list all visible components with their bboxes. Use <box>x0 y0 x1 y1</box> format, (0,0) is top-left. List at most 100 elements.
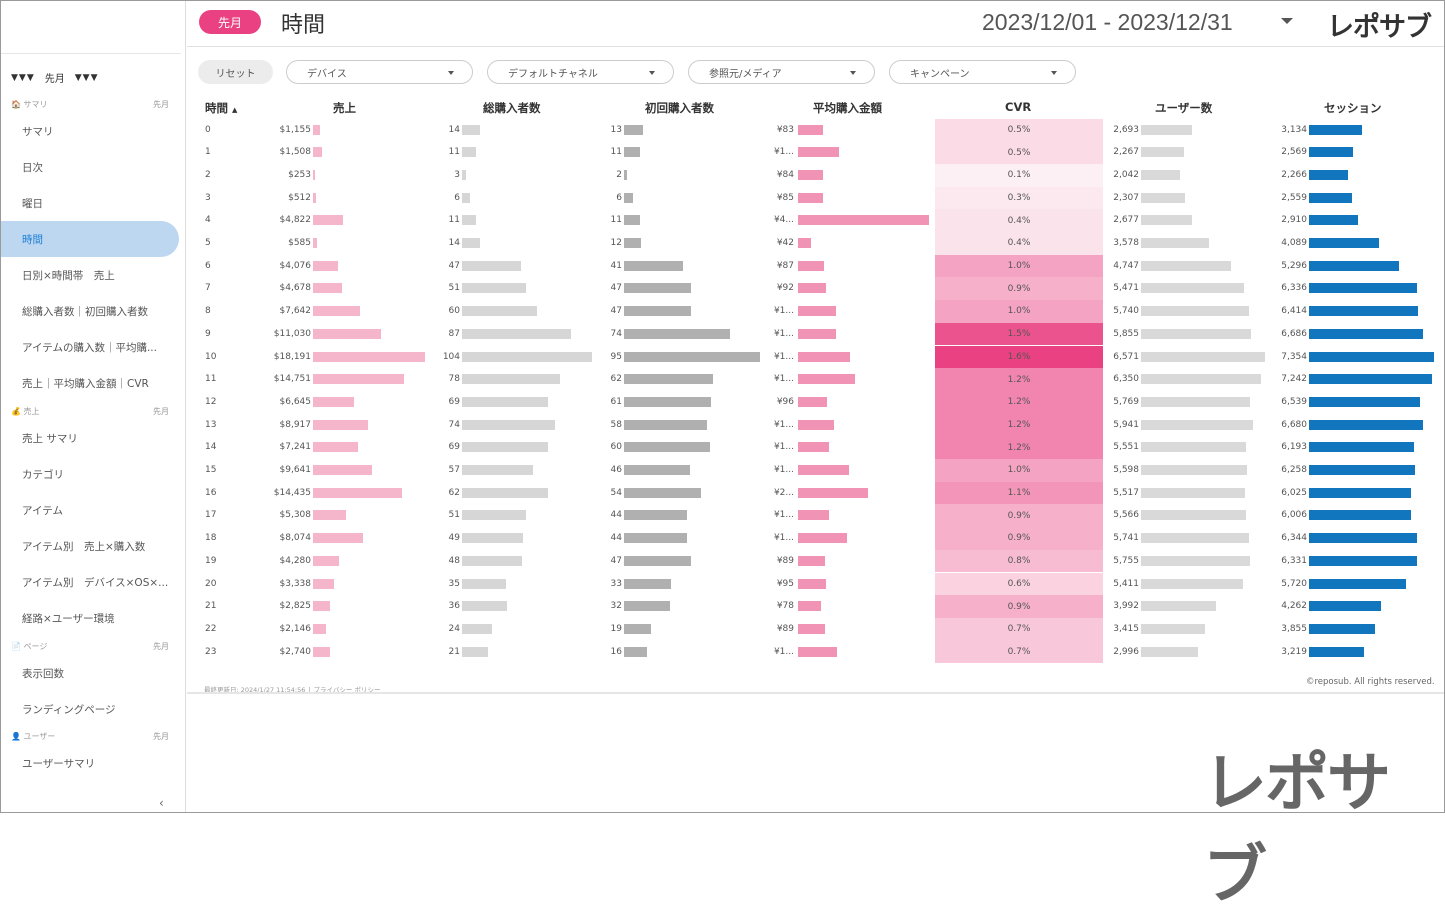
first-buyers-value: 61 <box>610 396 622 407</box>
avg-amount-value: ¥89 <box>776 623 794 634</box>
sessions-bar <box>1309 465 1416 475</box>
cvr-cell: 0.5% <box>935 118 1103 142</box>
hour-cell: 9 <box>205 328 211 339</box>
table-row: 10 1.6% $18,191 104 95 ¥1... 6,571 7,354 <box>200 345 1445 369</box>
period-badge[interactable]: 先月 <box>199 10 261 34</box>
sidebar-item[interactable]: 売上 サマリ <box>22 432 78 445</box>
period-prev-icons[interactable]: ▼▼▼ <box>11 72 35 83</box>
sidebar-item[interactable]: 売上｜平均購入金額｜CVR <box>22 377 149 390</box>
table-row: 13 1.2% $8,917 74 58 ¥1... 5,941 6,680 <box>200 413 1445 437</box>
first-buyers-bar <box>624 238 642 248</box>
period-next-icons[interactable]: ▼▼▼ <box>74 72 99 83</box>
avg-amount-value: ¥96 <box>776 396 794 407</box>
avg-amount-value: ¥1... <box>773 419 794 430</box>
channel-filter[interactable]: デフォルトチャネル <box>487 60 674 84</box>
device-filter[interactable]: デバイス <box>286 60 473 84</box>
table-row: 20 0.6% $3,338 35 33 ¥95 5,411 5,720 <box>200 572 1445 596</box>
total-buyers-value: 60 <box>448 306 460 317</box>
first-buyers-value: 12 <box>610 238 622 248</box>
sales-bar <box>313 442 358 453</box>
users-bar <box>1141 260 1231 271</box>
avg-amount-value: ¥1... <box>773 442 794 453</box>
sidebar-item[interactable]: ランディングページ <box>22 703 116 716</box>
total-buyers-value: 21 <box>448 646 460 657</box>
avg-amount-value: ¥1... <box>773 646 794 657</box>
total-buyers-bar <box>462 169 466 180</box>
header-first-buyers[interactable]: 初回購入者数 <box>645 101 714 115</box>
first-buyers-bar <box>624 510 687 521</box>
sidebar-item[interactable]: 時間 <box>1 221 179 257</box>
header-sessions[interactable]: セッション <box>1324 101 1382 115</box>
sidebar-item[interactable]: 表示回数 <box>22 667 64 680</box>
users-value: 3,992 <box>1113 601 1139 612</box>
sidebar-item[interactable]: ユーザーサマリ <box>22 757 96 770</box>
hour-cell: 6 <box>205 260 211 271</box>
header-cvr[interactable]: CVR <box>1005 100 1032 114</box>
chevron-down-icon <box>649 71 655 75</box>
sidebar-item[interactable]: カテゴリ <box>22 468 64 481</box>
first-buyers-value: 95 <box>610 351 622 362</box>
reset-button[interactable]: リセット <box>198 60 273 84</box>
avg-amount-value: ¥85 <box>776 192 794 203</box>
first-buyers-bar <box>624 306 692 317</box>
logo: レポサブ <box>1327 12 1432 43</box>
sidebar-item[interactable]: アイテムの購入数｜平均購... <box>22 341 157 354</box>
table-row: 3 0.3% $512 6 6 ¥85 2,307 2,559 <box>200 186 1445 210</box>
sales-value: $4,678 <box>279 283 312 294</box>
page-title: 時間 <box>281 13 326 38</box>
avg-amount-value: ¥78 <box>776 601 794 612</box>
avg-amount-value: ¥2... <box>773 487 794 498</box>
sidebar-item[interactable]: アイテム <box>22 504 63 517</box>
sidebar-item[interactable]: アイテム別 デバイス×OS×... <box>22 576 169 589</box>
total-buyers-value: 49 <box>448 533 460 544</box>
date-range-dropdown-icon[interactable] <box>1281 18 1293 24</box>
sidebar-item[interactable]: 経路×ユーザー環境 <box>22 612 115 625</box>
sales-bar <box>313 646 330 657</box>
privacy-policy-link[interactable]: プライバシー ポリシー <box>313 686 381 694</box>
total-buyers-value: 87 <box>448 328 460 339</box>
table-row: 9 1.5% $11,030 87 74 ¥1... 5,855 6,686 <box>200 322 1445 346</box>
sidebar-item[interactable]: 日別×時間帯 売上 <box>22 269 115 282</box>
first-buyers-value: 47 <box>610 283 622 294</box>
table-row: 16 1.1% $14,435 62 54 ¥2... 5,517 6,025 <box>200 481 1445 505</box>
campaign-filter[interactable]: キャンペーン <box>889 60 1076 84</box>
users-bar <box>1141 192 1185 203</box>
avg-amount-bar <box>798 578 827 589</box>
sidebar-item[interactable]: アイテム別 売上×購入数 <box>22 540 146 553</box>
date-range[interactable]: 2023/12/01 - 2023/12/31 <box>982 9 1233 35</box>
sales-value: $9,641 <box>279 465 312 475</box>
table-row: 0 0.5% $1,155 14 13 ¥83 2,693 3,134 <box>200 118 1445 142</box>
header-total-buyers[interactable]: 総購入者数 <box>483 101 541 115</box>
cvr-cell: 1.6% <box>935 345 1103 369</box>
collapse-sidebar-icon[interactable]: ‹ <box>159 796 164 810</box>
avg-amount-value: ¥42 <box>776 238 794 248</box>
avg-amount-value: ¥1... <box>773 533 794 544</box>
header-avg-amount[interactable]: 平均購入金額 <box>813 101 882 115</box>
header-hour[interactable]: 時間 ▲ <box>205 100 237 116</box>
total-buyers-value: 36 <box>448 601 460 612</box>
sidebar-item[interactable]: 総購入者数｜初回購入者数 <box>22 305 148 318</box>
header: 先月 時間 2023/12/01 - 2023/12/31 レポサブ <box>187 1 1444 47</box>
users-value: 3,578 <box>1113 238 1139 248</box>
table-row: 6 1.0% $4,076 47 41 ¥87 4,747 5,296 <box>200 254 1445 278</box>
total-buyers-bar <box>462 260 521 271</box>
users-value: 2,267 <box>1113 147 1139 158</box>
users-bar <box>1141 351 1265 362</box>
sessions-bar <box>1309 238 1379 248</box>
header-users[interactable]: ユーザー数 <box>1155 101 1213 115</box>
avg-amount-value: ¥1... <box>773 351 794 362</box>
sidebar-item[interactable]: 日次 <box>22 161 43 174</box>
sales-value: $7,642 <box>279 306 312 317</box>
section-label: 📄 ページ <box>11 641 47 652</box>
period-label: 先月 <box>44 74 65 85</box>
table-row: 8 1.0% $7,642 60 47 ¥1... 5,740 6,414 <box>200 300 1445 323</box>
sessions-value: 4,089 <box>1281 238 1307 248</box>
users-bar <box>1141 442 1246 453</box>
source-medium-filter[interactable]: 参照元/メディア <box>688 60 875 84</box>
sidebar-item[interactable]: 曜日 <box>22 197 43 210</box>
hour-cell: 7 <box>205 283 211 294</box>
header-sales[interactable]: 売上 <box>333 101 356 115</box>
users-value: 6,350 <box>1113 374 1139 385</box>
sidebar-item[interactable]: サマリ <box>22 125 54 138</box>
sidebar-period-selector[interactable]: ▼▼▼ 先月 ▼▼▼ <box>11 70 99 86</box>
